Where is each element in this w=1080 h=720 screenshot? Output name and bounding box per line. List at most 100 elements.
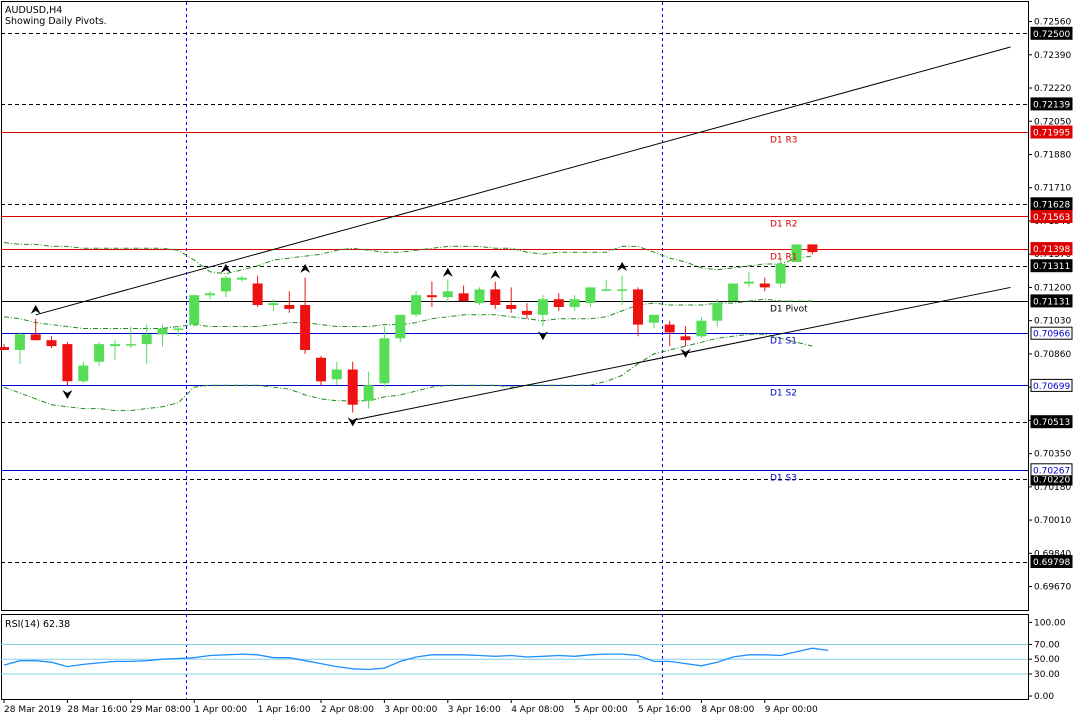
candle [284,291,295,313]
candle-body [633,289,643,325]
grid-layer [1,2,1028,699]
pivot-label: D1 R2 [770,220,798,230]
chart-subtitle: Showing Daily Pivots. [5,16,107,27]
time-tick-label: 4 Apr 08:00 [511,705,564,715]
dashed-level-tag: 0.71628 [1030,197,1073,211]
candle-body [522,310,532,315]
pivot-label: D1 S3 [770,474,797,484]
price-tag-box [1030,210,1073,223]
time-tick-label: 1 Apr 16:00 [258,705,311,715]
candle [189,295,200,327]
candle-body [791,244,802,262]
candle [728,283,739,302]
candle [553,293,564,311]
time-tick-label: 5 Apr 00:00 [575,705,628,715]
candle [807,244,818,255]
candle [617,275,628,305]
candle [236,275,247,282]
price-tick-label: 0.72560 [1034,18,1071,28]
price-tag-label: 0.71131 [1033,297,1070,307]
candle-body [78,365,89,382]
candle [569,295,580,311]
candle-body [331,369,342,380]
channel-layer [35,46,1011,421]
candle-body [268,303,279,306]
rsi-line [3,647,829,671]
main-plot-frame [1,1,1029,611]
candle-body [46,340,57,347]
rsi-tick-label: 30.00 [1034,670,1060,680]
candle [347,361,358,413]
candle [379,326,390,388]
time-tick-label: 2 Apr 08:00 [321,705,374,715]
candle-body [236,277,247,280]
candle-body [585,287,596,303]
fractal-up-marker [30,304,41,314]
candle-body [379,338,390,384]
time-tick-label: 5 Apr 16:00 [638,705,691,715]
pivot-tag: 0.70966 [1030,326,1073,340]
candle [363,371,374,409]
candles-layer [0,244,818,413]
candle [220,275,231,298]
envelope-layer [3,242,813,412]
candle [411,291,422,317]
candle-body [363,385,374,401]
price-tick-label: 0.72220 [1034,84,1071,94]
candle [426,281,437,307]
price-tick-label: 0.70350 [1034,450,1071,460]
candle-body [205,293,215,296]
time-tick-label: 3 Apr 00:00 [384,705,437,715]
candle [78,361,89,384]
envelope-mid-line [3,298,813,329]
candle [331,361,342,386]
candle [601,279,612,292]
candle-body [712,303,723,321]
candle [300,277,311,354]
fractal-up-marker [442,267,453,277]
candle [173,326,184,337]
pivot-tag: 0.70267 [1030,463,1073,476]
price-tick-label: 0.70180 [1034,483,1071,493]
candle-body [252,283,263,305]
rsi-title: RSI(14) 62.38 [5,619,70,630]
candle-body [490,289,501,305]
fractals-layer [30,261,691,427]
channel-upper-line [35,46,1011,316]
candle [522,303,532,319]
candle [759,277,770,292]
price-tick-label: 0.71710 [1034,184,1071,194]
fractal-down-marker [537,331,548,341]
candle-body [648,314,659,323]
candle-body [569,299,580,307]
dashed-level-tag: 0.69798 [1030,555,1073,568]
fractal-up-marker [490,269,501,279]
price-tick-label: 0.71030 [1034,317,1071,327]
pivot-label: D1 S1 [770,337,797,347]
time-tick-label: 8 Apr 08:00 [701,705,754,715]
candle-body [189,295,200,325]
candle [537,295,548,327]
candle [94,342,105,366]
price-tick-label: 0.70010 [1034,516,1071,526]
price-tag-label: 0.69798 [1033,558,1070,568]
price-tag-box [1030,242,1073,256]
candle [743,271,754,288]
rsi-tick-label: 0.00 [1034,692,1054,702]
candle-body [220,277,231,292]
candle-body [680,336,691,341]
candle [252,275,263,307]
candle-body [411,295,422,315]
candle-body [300,305,311,350]
candle-body [696,320,707,337]
candle [268,299,279,311]
candle [125,326,136,348]
candle [157,324,168,347]
price-tag-label: 0.70699 [1033,382,1070,392]
price-tag-box [1030,97,1073,111]
current-price-tag: 0.71398 [1030,242,1073,256]
dashed-level-tag: 0.71311 [1030,259,1073,272]
envelope-lower-line [3,333,813,412]
price-tag-box [1030,294,1073,308]
candle [442,279,453,304]
